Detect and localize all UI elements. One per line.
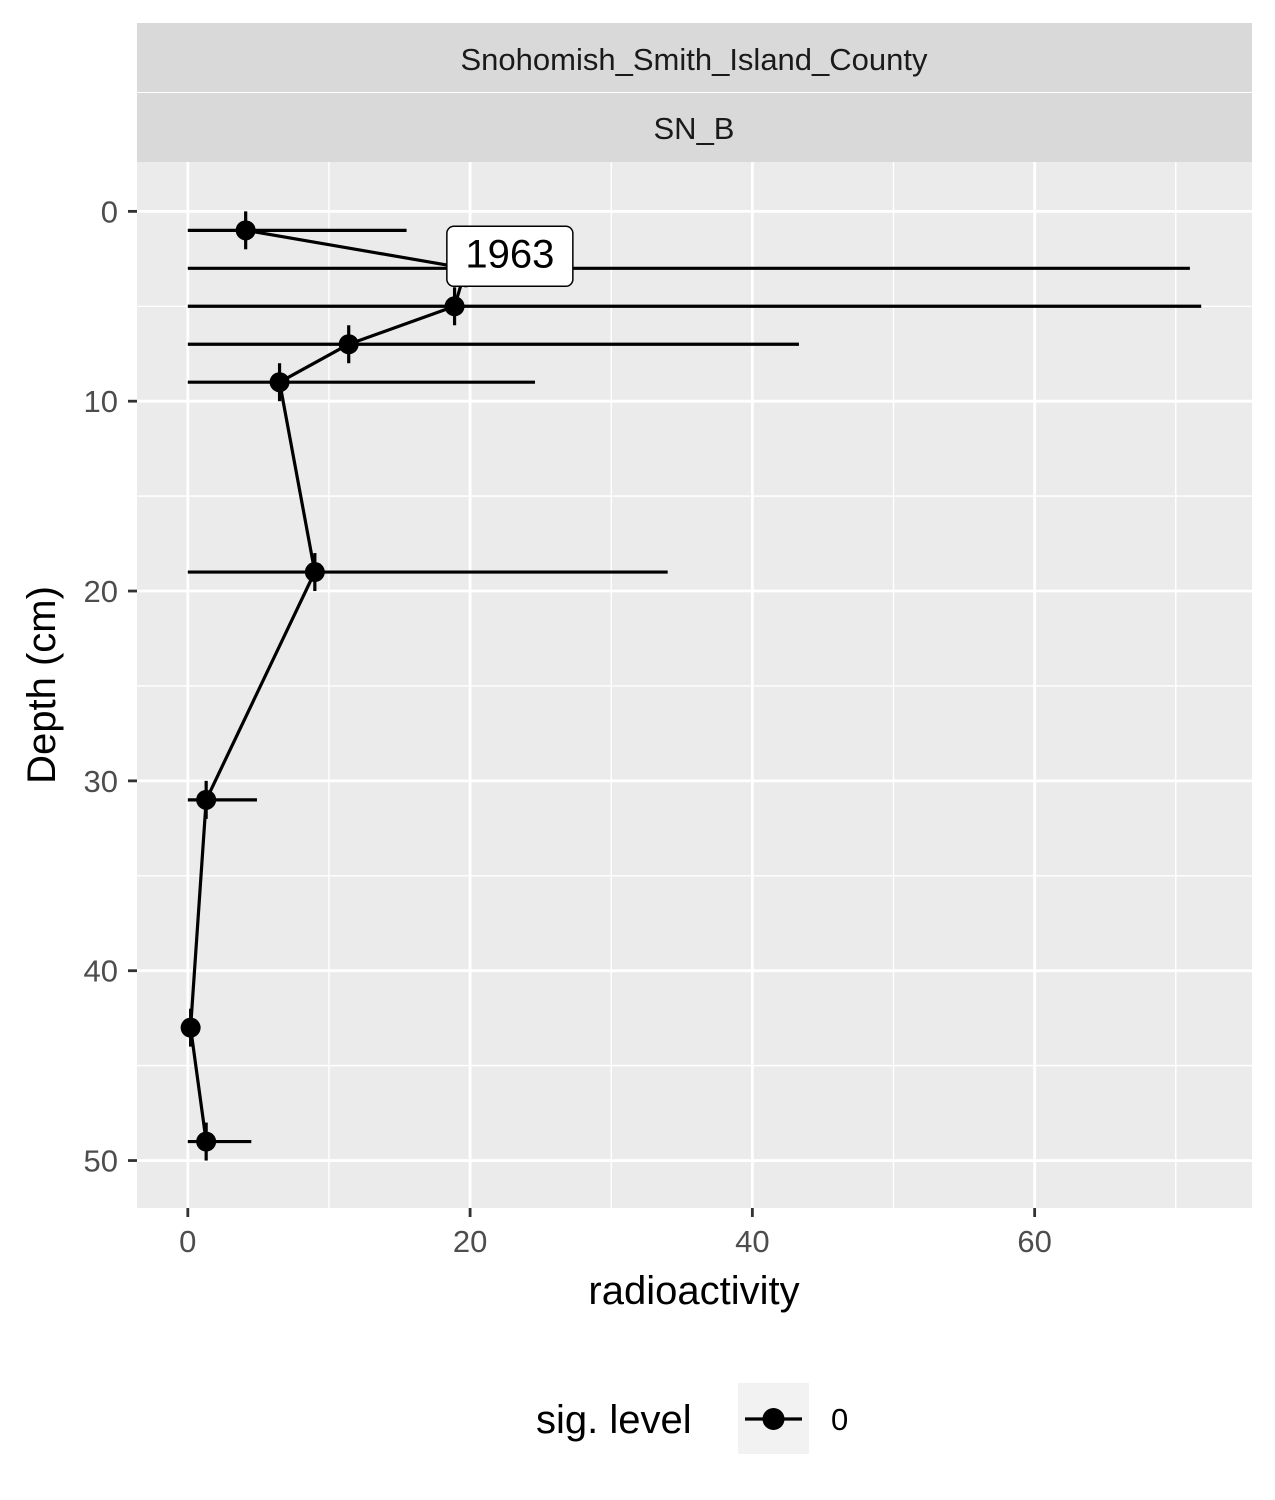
legend-entry-label: 0 [831,1402,848,1437]
y-axis-title: Depth (cm) [20,586,64,784]
facet-label-core: SN_B [654,111,735,146]
data-point [180,1017,201,1038]
x-tick-label: 60 [1017,1224,1051,1259]
y-tick-label: 40 [84,954,118,989]
data-point [196,1131,217,1152]
x-axis-title: radioactivity [588,1269,799,1313]
y-tick-label: 30 [84,764,118,799]
x-tick-label: 40 [735,1224,769,1259]
y-axis: 0 10 20 30 40 50 [84,194,137,1179]
x-tick-label: 0 [179,1224,196,1259]
x-tick-label: 20 [453,1224,487,1259]
facet-label-site: Snohomish_Smith_Island_County [461,42,928,77]
data-point [338,334,359,355]
x-axis: 0 20 40 60 [179,1208,1052,1259]
y-tick-label: 20 [84,574,118,609]
data-point [269,372,290,393]
data-point [196,789,217,810]
legend-title: sig. level [536,1398,692,1442]
annotation-text: 1963 [465,232,554,276]
data-point [235,220,256,241]
legend-key-point [762,1408,785,1430]
annotation-box [446,225,574,288]
facet-strip-bottom [137,93,1252,162]
legend: sig. level 0 [536,1383,848,1454]
facet-strip-top [137,23,1252,92]
major-gridlines [137,162,1252,1208]
annotation-label: 1963 [446,225,574,288]
data-point [444,296,465,317]
y-tick-label: 10 [84,384,118,419]
plot-panel [137,162,1252,1208]
y-tick-label: 0 [101,194,118,229]
data-point [304,562,325,583]
horizontal-error-bars [187,228,1202,1144]
y-tick-label: 50 [84,1144,118,1179]
